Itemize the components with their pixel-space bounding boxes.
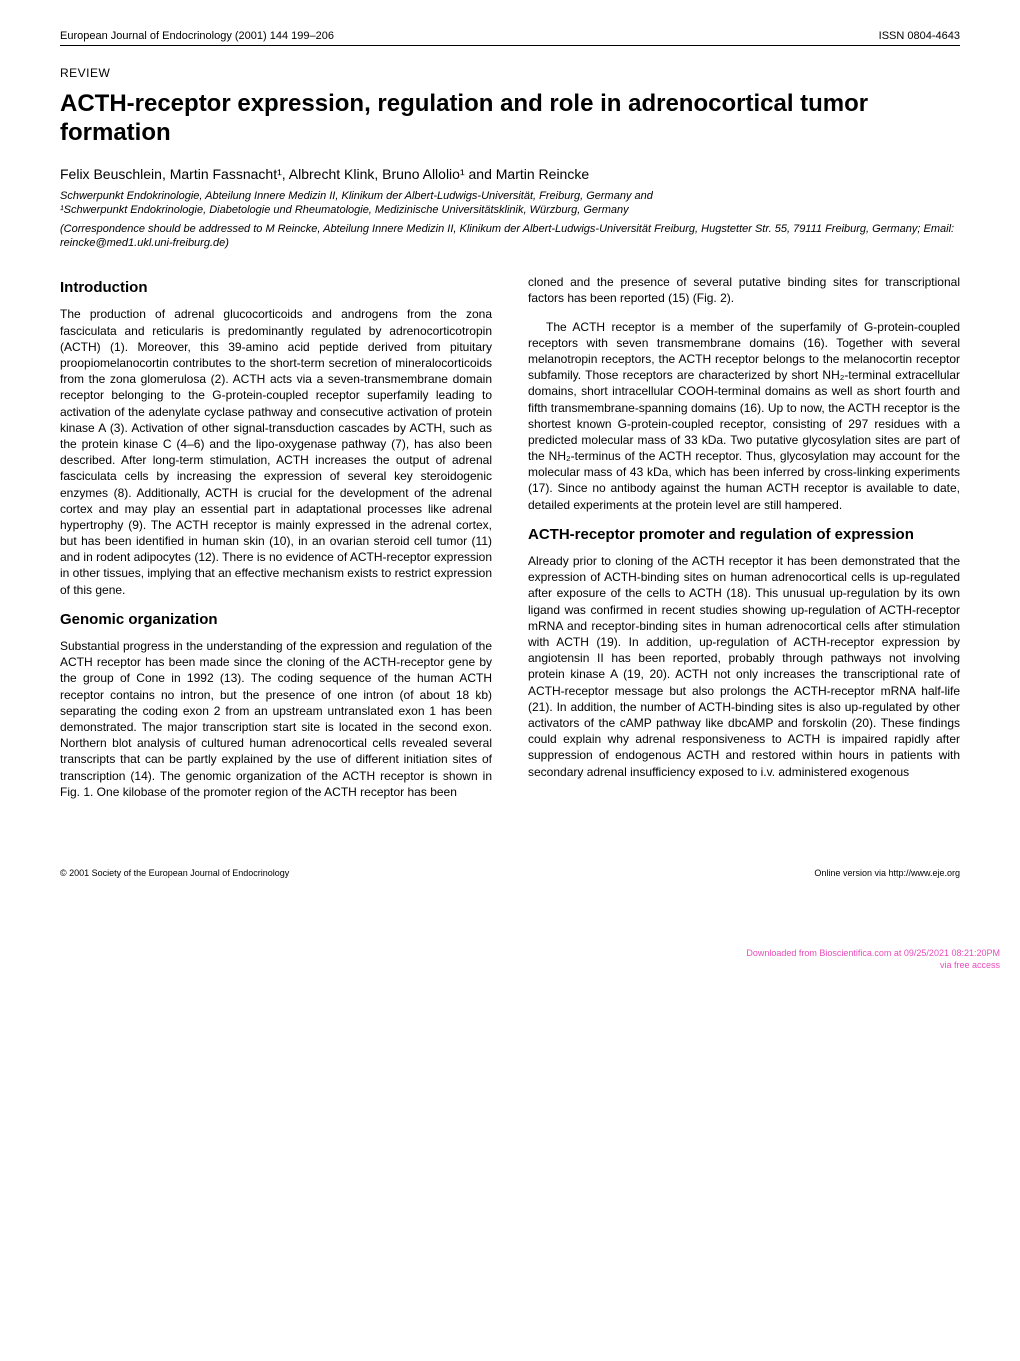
download-line1: Downloaded from Bioscientifica.com at 09…: [0, 948, 1000, 960]
journal-info: European Journal of Endocrinology (2001)…: [60, 30, 334, 42]
affiliation-2: ¹Schwerpunkt Endokrinologie, Diabetologi…: [60, 204, 960, 216]
review-label: REVIEW: [60, 66, 960, 80]
issn: ISSN 0804-4643: [879, 30, 960, 42]
col2-paragraph-1: cloned and the presence of several putat…: [528, 274, 960, 306]
right-column: cloned and the presence of several putat…: [528, 274, 960, 812]
copyright: © 2001 Society of the European Journal o…: [60, 868, 289, 878]
article-title: ACTH-receptor expression, regulation and…: [60, 90, 960, 148]
col2-paragraph-2: The ACTH receptor is a member of the sup…: [528, 319, 960, 513]
online-link: Online version via http://www.eje.org: [814, 868, 960, 878]
page-footer: © 2001 Society of the European Journal o…: [60, 860, 960, 878]
download-line2: via free access: [0, 960, 1000, 972]
promoter-heading: ACTH-receptor promoter and regulation of…: [528, 525, 960, 545]
genomic-heading: Genomic organization: [60, 610, 492, 630]
page-header: European Journal of Endocrinology (2001)…: [60, 30, 960, 46]
two-column-body: Introduction The production of adrenal g…: [60, 274, 960, 812]
download-note: Downloaded from Bioscientifica.com at 09…: [0, 948, 1020, 971]
genomic-paragraph: Substantial progress in the understandin…: [60, 638, 492, 800]
promoter-paragraph: Already prior to cloning of the ACTH rec…: [528, 553, 960, 780]
correspondence: (Correspondence should be addressed to M…: [60, 222, 960, 251]
introduction-paragraph: The production of adrenal glucocorticoid…: [60, 306, 492, 597]
introduction-heading: Introduction: [60, 278, 492, 298]
left-column: Introduction The production of adrenal g…: [60, 274, 492, 812]
affiliation-1: Schwerpunkt Endokrinologie, Abteilung In…: [60, 190, 960, 202]
authors: Felix Beuschlein, Martin Fassnacht¹, Alb…: [60, 166, 960, 182]
